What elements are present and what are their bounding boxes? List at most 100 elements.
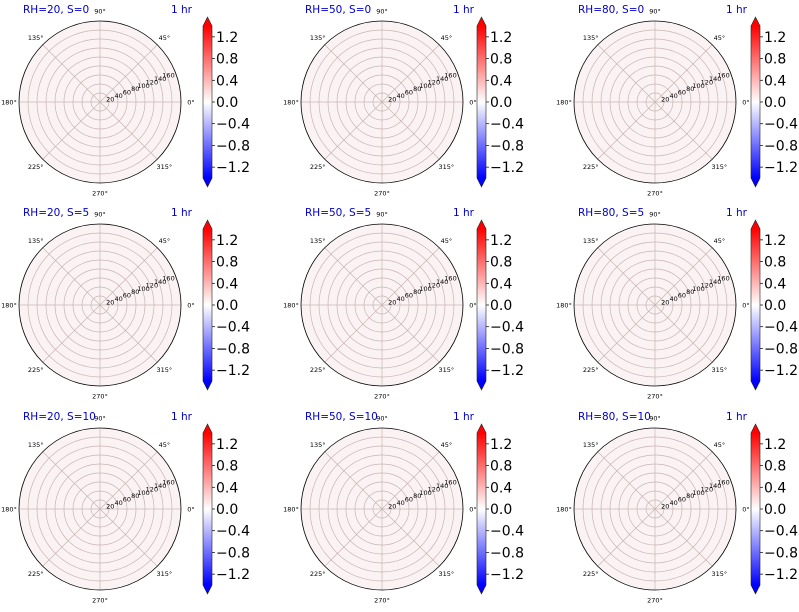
colorbar-tick-label: 0.8: [216, 255, 238, 271]
panel-time-label: 1 hr: [171, 207, 193, 219]
radial-tick-label: 140: [154, 278, 166, 286]
angular-gridline: [324, 247, 383, 306]
angle-tick-label: 180°: [283, 506, 299, 514]
angular-gridline: [99, 451, 158, 510]
radial-tick-label: 20: [661, 96, 669, 104]
angle-tick-label: 270°: [92, 597, 108, 605]
radial-tick-label: 120: [146, 281, 158, 289]
colorbar-extend-top: [203, 17, 212, 26]
radial-tick-label: 120: [701, 281, 713, 289]
colorbar-tick-label: 0.4: [764, 73, 786, 89]
colorbar-tick-label: 0.0: [216, 95, 238, 111]
angular-gridline: [597, 304, 656, 363]
angle-tick-label: 90°: [94, 8, 106, 16]
radial-tick-label: 80: [686, 492, 694, 500]
angle-tick-label: 315°: [157, 366, 173, 374]
angle-tick-label: 180°: [1, 99, 17, 107]
angle-tick-label: 135°: [28, 441, 44, 449]
angular-gridline: [42, 247, 101, 306]
angular-gridline: [654, 247, 713, 306]
colorbar-tick-label: −0.8: [490, 545, 524, 561]
colorbar-tick-label: −0.4: [764, 117, 798, 133]
angle-tick-label: 0°: [742, 99, 749, 107]
colorbar-tick-label: −0.4: [490, 320, 524, 336]
angle-tick-label: 135°: [310, 34, 326, 42]
angular-gridline: [597, 101, 656, 160]
colorbar-tick-label: −0.8: [216, 138, 250, 154]
radial-tick-label: 80: [131, 492, 139, 500]
panel-time-label: 1 hr: [453, 207, 475, 219]
colorbar-outline: [202, 423, 213, 595]
radial-tick-label: 160: [162, 274, 174, 282]
colorbar-extend-bottom: [477, 585, 486, 594]
angle-tick-label: 0°: [187, 506, 194, 514]
panel-title: RH=20, S=0: [23, 4, 89, 16]
radial-tick-label: 140: [436, 482, 448, 490]
radial-tick-label: 120: [428, 281, 440, 289]
colorbar-tick-label: 0.4: [490, 480, 512, 496]
colorbar-tick-label: 0.4: [216, 73, 238, 89]
colorbar-tick-label: −1.2: [764, 363, 798, 379]
radial-tick-label: 20: [388, 503, 396, 511]
radial-tick-label: 160: [444, 274, 456, 282]
radial-tick-label: 60: [678, 89, 686, 97]
polar-panel: 0°45°90°135°180°225°270°315°20 40 60 801001…: [283, 207, 524, 401]
radial-tick-label: 140: [436, 278, 448, 286]
colorbar-gradient: [203, 229, 212, 381]
radial-tick-label: 20: [388, 96, 396, 104]
radial-tick-label: 140: [436, 75, 448, 83]
polar-panel: 0°45°90°135°180°225°270°315°20 40 60 801001…: [556, 207, 798, 401]
colorbar: 1.2 0.8 0.4 0.0 −0.4 −0.8 −1.2: [202, 219, 250, 391]
colorbar-tick-label: 0.0: [490, 95, 512, 111]
angle-tick-label: 45°: [159, 34, 171, 42]
radial-tick-label: 20: [106, 96, 114, 104]
angle-tick-label: 0°: [742, 506, 749, 514]
colorbar-extend-bottom: [203, 178, 212, 187]
radial-tick-label: 120: [701, 78, 713, 86]
polar-panel: 0°45°90°135°180°225°270°315°20 40 60 801001…: [556, 4, 798, 198]
angle-tick-label: 135°: [28, 34, 44, 42]
colorbar-extend-top: [751, 220, 760, 229]
radial-tick-label: 60: [405, 292, 413, 300]
colorbar-gradient: [751, 26, 760, 178]
colorbar-tick-label: −0.4: [490, 117, 524, 133]
angle-tick-label: 225°: [28, 366, 44, 374]
angular-gridline: [324, 304, 383, 363]
colorbar: 1.2 0.8 0.4 0.0 −0.4 −0.8 −1.2: [476, 16, 524, 188]
colorbar-tick-label: 1.2: [490, 30, 512, 46]
radial-tick-label: 40: [396, 295, 404, 303]
colorbar-tick-label: −0.4: [216, 117, 250, 133]
angular-gridline: [381, 247, 440, 306]
radial-tick-label: 100: [137, 82, 149, 90]
angular-gridline: [324, 44, 383, 103]
radial-tick-label: 80: [686, 85, 694, 93]
colorbar-tick-label: 1.2: [490, 233, 512, 249]
angle-tick-label: 225°: [583, 570, 599, 578]
radial-tick-label: 80: [131, 85, 139, 93]
angle-tick-label: 225°: [583, 163, 599, 171]
colorbar-tick-label: −0.8: [490, 138, 524, 154]
angular-gridline: [597, 247, 656, 306]
panel-time-label: 1 hr: [171, 4, 193, 16]
colorbar-gradient: [203, 26, 212, 178]
colorbar-gradient: [203, 433, 212, 585]
radial-tick-label: 40: [669, 295, 677, 303]
panel-title: RH=50, S=0: [305, 4, 371, 16]
angular-gridline: [654, 44, 713, 103]
colorbar-extend-top: [477, 424, 486, 433]
panel-title: RH=80, S=0: [578, 4, 644, 16]
colorbar-tick-label: 0.4: [216, 480, 238, 496]
colorbar-extend-top: [751, 17, 760, 26]
colorbar-tick-label: −0.4: [764, 320, 798, 336]
colorbar-extend-top: [477, 17, 486, 26]
radial-tick-label: 120: [146, 78, 158, 86]
angle-tick-label: 270°: [374, 597, 390, 605]
colorbar: 1.2 0.8 0.4 0.0 −0.4 −0.8 −1.2: [202, 423, 250, 595]
angular-gridline: [381, 508, 440, 567]
angle-tick-label: 315°: [439, 570, 455, 578]
colorbar-tick-label: 0.0: [216, 502, 238, 518]
angle-tick-label: 180°: [1, 302, 17, 310]
angle-tick-label: 225°: [310, 366, 326, 374]
angle-tick-label: 270°: [647, 597, 663, 605]
